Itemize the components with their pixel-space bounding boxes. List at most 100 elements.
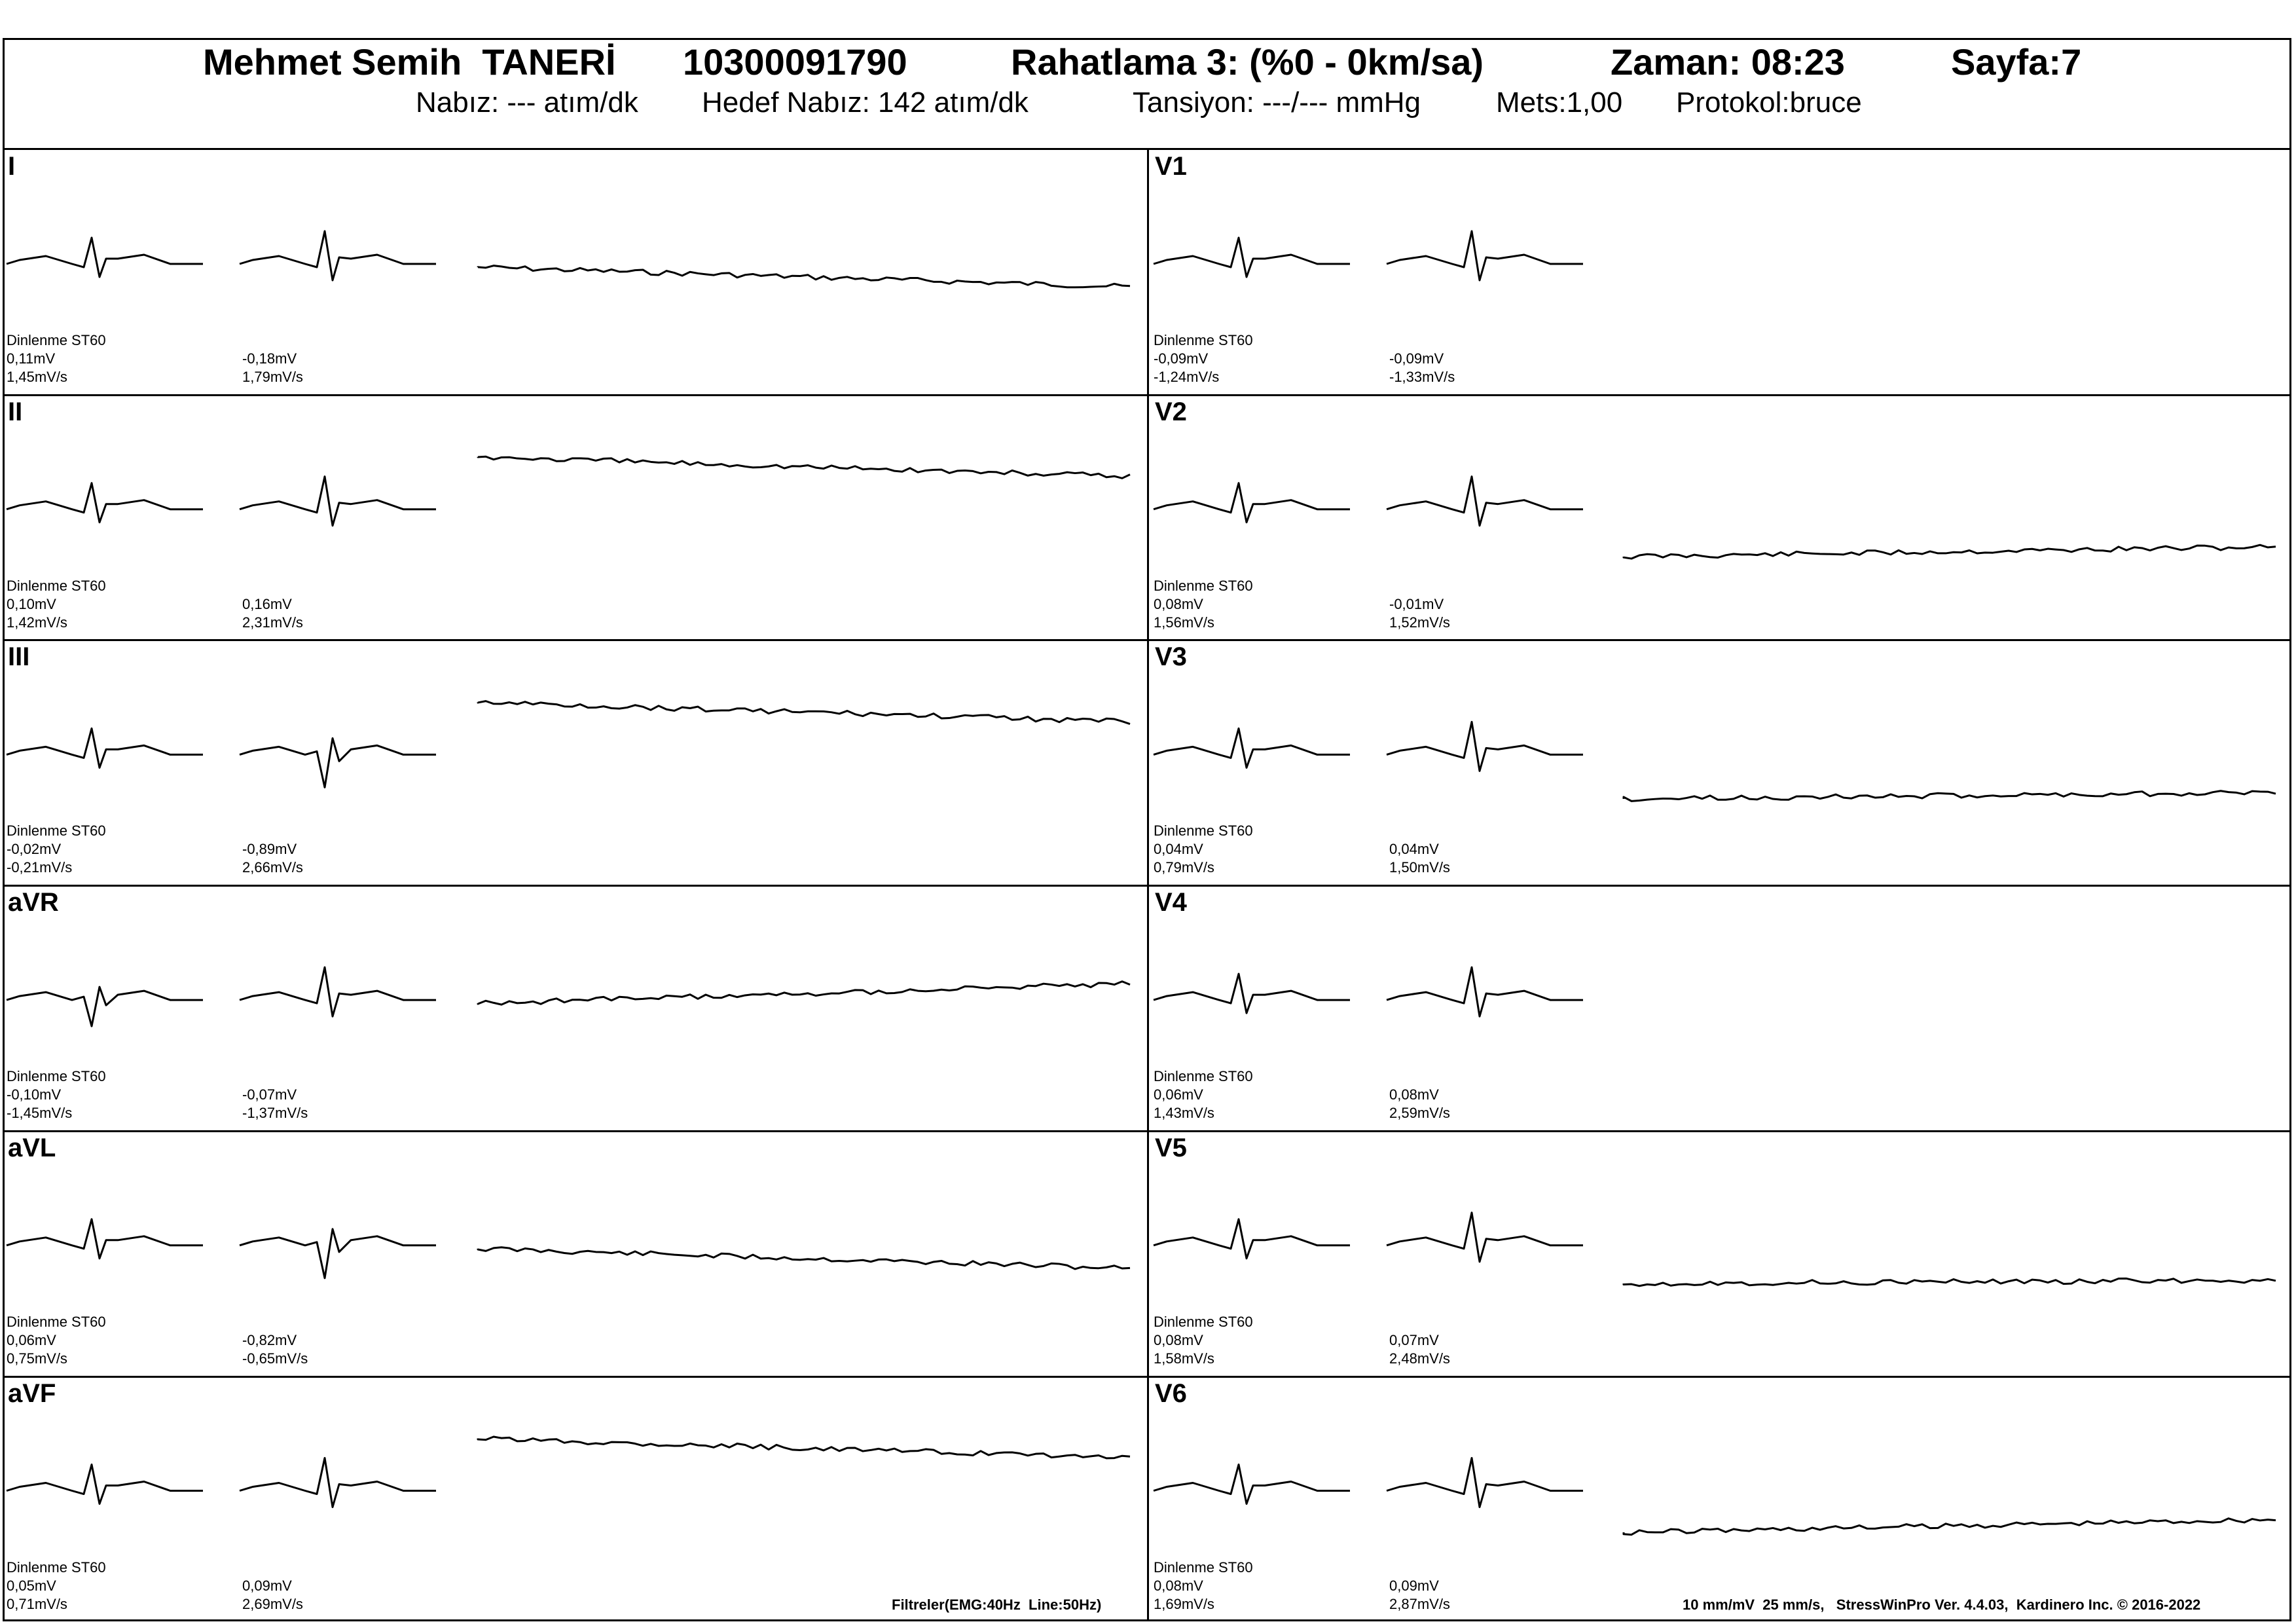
lead-label: V1	[1155, 152, 1187, 181]
st-value: 0,08mV	[1154, 595, 1203, 612]
st-value: Dinlenme ST60	[7, 1068, 106, 1085]
st-value: Dinlenme ST60	[1154, 822, 1253, 840]
st-value: 1,45mV/s	[7, 369, 67, 385]
ecg-waveform	[1386, 475, 1583, 527]
pulse: Nabız: --- atım/dk	[416, 86, 638, 119]
ecg-waveform	[477, 980, 1131, 1006]
ecg-waveform	[1622, 790, 2276, 802]
st-value: 2,59mV/s	[1389, 1105, 1450, 1122]
rest-st-values: Dinlenme ST60 0,08mV 1,58mV/s	[1154, 1313, 1253, 1368]
ecg-waveform	[6, 236, 203, 278]
rest-st-values: Dinlenme ST60 -0,10mV -1,45mV/s	[7, 1067, 106, 1122]
ecg-waveform	[6, 727, 203, 769]
ecg-waveform	[1386, 1457, 1583, 1508]
st-value: 0,06mV	[7, 1331, 56, 1348]
ecg-waveform	[1386, 966, 1583, 1018]
st-value: 0,08mV	[1154, 1331, 1203, 1348]
patient-name: Mehmet Semih TANERİ	[203, 41, 616, 83]
ecg-waveform	[1622, 1517, 2276, 1536]
report-title: Mehmet Semih TANERİ 10300091790 Rahatlam…	[0, 41, 2296, 90]
st-value: Dinlenme ST60	[7, 577, 106, 594]
blood-pressure: Tansiyon: ---/--- mmHg	[1133, 86, 1421, 119]
row-divider	[3, 639, 2291, 642]
current-st-values: 0,09mV 2,87mV/s	[1389, 1577, 1450, 1614]
st-value: 0,05mV	[7, 1577, 56, 1594]
st-value: Dinlenme ST60	[7, 1559, 106, 1576]
ecg-waveform	[239, 1457, 436, 1508]
st-value: Dinlenme ST60	[1154, 1068, 1253, 1085]
st-value: 1,56mV/s	[1154, 614, 1214, 631]
st-value: Dinlenme ST60	[1154, 577, 1253, 594]
ecg-waveform	[477, 700, 1131, 725]
ecg-waveform	[239, 475, 436, 527]
st-value: Dinlenme ST60	[7, 1313, 106, 1330]
mets: Mets:1,00	[1496, 86, 1623, 119]
st-value: 0,06mV	[1154, 1086, 1203, 1103]
ecg-waveform	[1386, 1211, 1583, 1263]
lead-label: V5	[1155, 1133, 1187, 1162]
st-value: 0,04mV	[1154, 841, 1203, 858]
lead-label: aVR	[8, 888, 59, 917]
st-value: -0,09mV	[1389, 350, 1444, 367]
ecg-waveform	[1153, 1218, 1350, 1260]
rest-st-values: Dinlenme ST60 0,11mV 1,45mV/s	[7, 331, 106, 386]
st-value: 0,07mV	[1389, 1331, 1439, 1348]
lead-label: II	[8, 397, 23, 426]
ecg-waveform	[1386, 230, 1583, 282]
current-st-values: 0,07mV 2,48mV/s	[1389, 1331, 1450, 1368]
rest-st-values: Dinlenme ST60 -0,02mV -0,21mV/s	[7, 822, 106, 877]
rest-st-values: Dinlenme ST60 0,05mV 0,71mV/s	[7, 1559, 106, 1614]
st-value: 0,08mV	[1154, 1577, 1203, 1594]
rest-st-values: Dinlenme ST60 0,08mV 1,56mV/s	[1154, 577, 1253, 632]
ecg-waveform	[6, 1464, 203, 1505]
st-value: 0,09mV	[1389, 1577, 1439, 1594]
rest-st-values: Dinlenme ST60 0,06mV 1,43mV/s	[1154, 1067, 1253, 1122]
st-value: 1,79mV/s	[242, 369, 303, 385]
stage-label: Rahatlama 3: (%0 - 0km/sa)	[1011, 41, 1484, 83]
ecg-waveform	[1153, 727, 1350, 769]
st-value: -0,21mV/s	[7, 859, 73, 876]
ecg-waveform	[477, 1246, 1131, 1270]
rest-st-values: Dinlenme ST60 0,04mV 0,79mV/s	[1154, 822, 1253, 877]
st-value: -1,45mV/s	[7, 1105, 73, 1122]
st-value: 0,09mV	[242, 1577, 292, 1594]
lead-label: III	[8, 642, 30, 672]
row-divider	[3, 885, 2291, 887]
st-value: Dinlenme ST60	[1154, 1559, 1253, 1576]
current-st-values: 0,08mV 2,59mV/s	[1389, 1086, 1450, 1122]
st-value: Dinlenme ST60	[1154, 1313, 1253, 1330]
st-value: 2,31mV/s	[242, 614, 303, 631]
ecg-waveform	[1386, 720, 1583, 772]
ecg-waveform	[239, 966, 436, 1018]
st-value: Dinlenme ST60	[7, 332, 106, 348]
st-value: -0,10mV	[7, 1086, 62, 1103]
ecg-waveform	[477, 455, 1131, 479]
st-value: -0,89mV	[242, 841, 297, 858]
ecg-waveform	[1622, 544, 2276, 560]
st-value: 0,08mV	[1389, 1086, 1439, 1103]
lead-label: aVF	[8, 1378, 56, 1408]
lead-label: aVL	[8, 1133, 56, 1162]
ecg-waveform	[1153, 972, 1350, 1014]
current-st-values: 0,09mV 2,69mV/s	[242, 1577, 303, 1614]
st-value: Dinlenme ST60	[7, 822, 106, 840]
st-value: 0,10mV	[7, 595, 56, 612]
ecg-waveform	[6, 986, 203, 1027]
st-value: -1,24mV/s	[1154, 369, 1220, 385]
patient-id: 10300091790	[683, 41, 907, 83]
st-value: 2,66mV/s	[242, 859, 303, 876]
vitals-line: Nabız: --- atım/dk Hedef Nabız: 142 atım…	[0, 86, 2296, 126]
ecg-waveform	[239, 737, 436, 788]
lead-label: V2	[1155, 397, 1187, 426]
current-st-values: -0,18mV 1,79mV/s	[242, 350, 303, 386]
st-value: 1,58mV/s	[1154, 1350, 1214, 1367]
st-value: 0,11mV	[7, 350, 56, 367]
lead-label: V6	[1155, 1378, 1187, 1408]
current-st-values: -0,07mV -1,37mV/s	[242, 1086, 308, 1122]
ecg-waveform	[1153, 236, 1350, 278]
filter-info: Filtreler(EMG:40Hz Line:50Hz)	[892, 1596, 1102, 1613]
row-divider	[3, 1130, 2291, 1132]
elapsed-time: Zaman: 08:23	[1611, 41, 1845, 83]
current-st-values: -0,09mV -1,33mV/s	[1389, 350, 1455, 386]
